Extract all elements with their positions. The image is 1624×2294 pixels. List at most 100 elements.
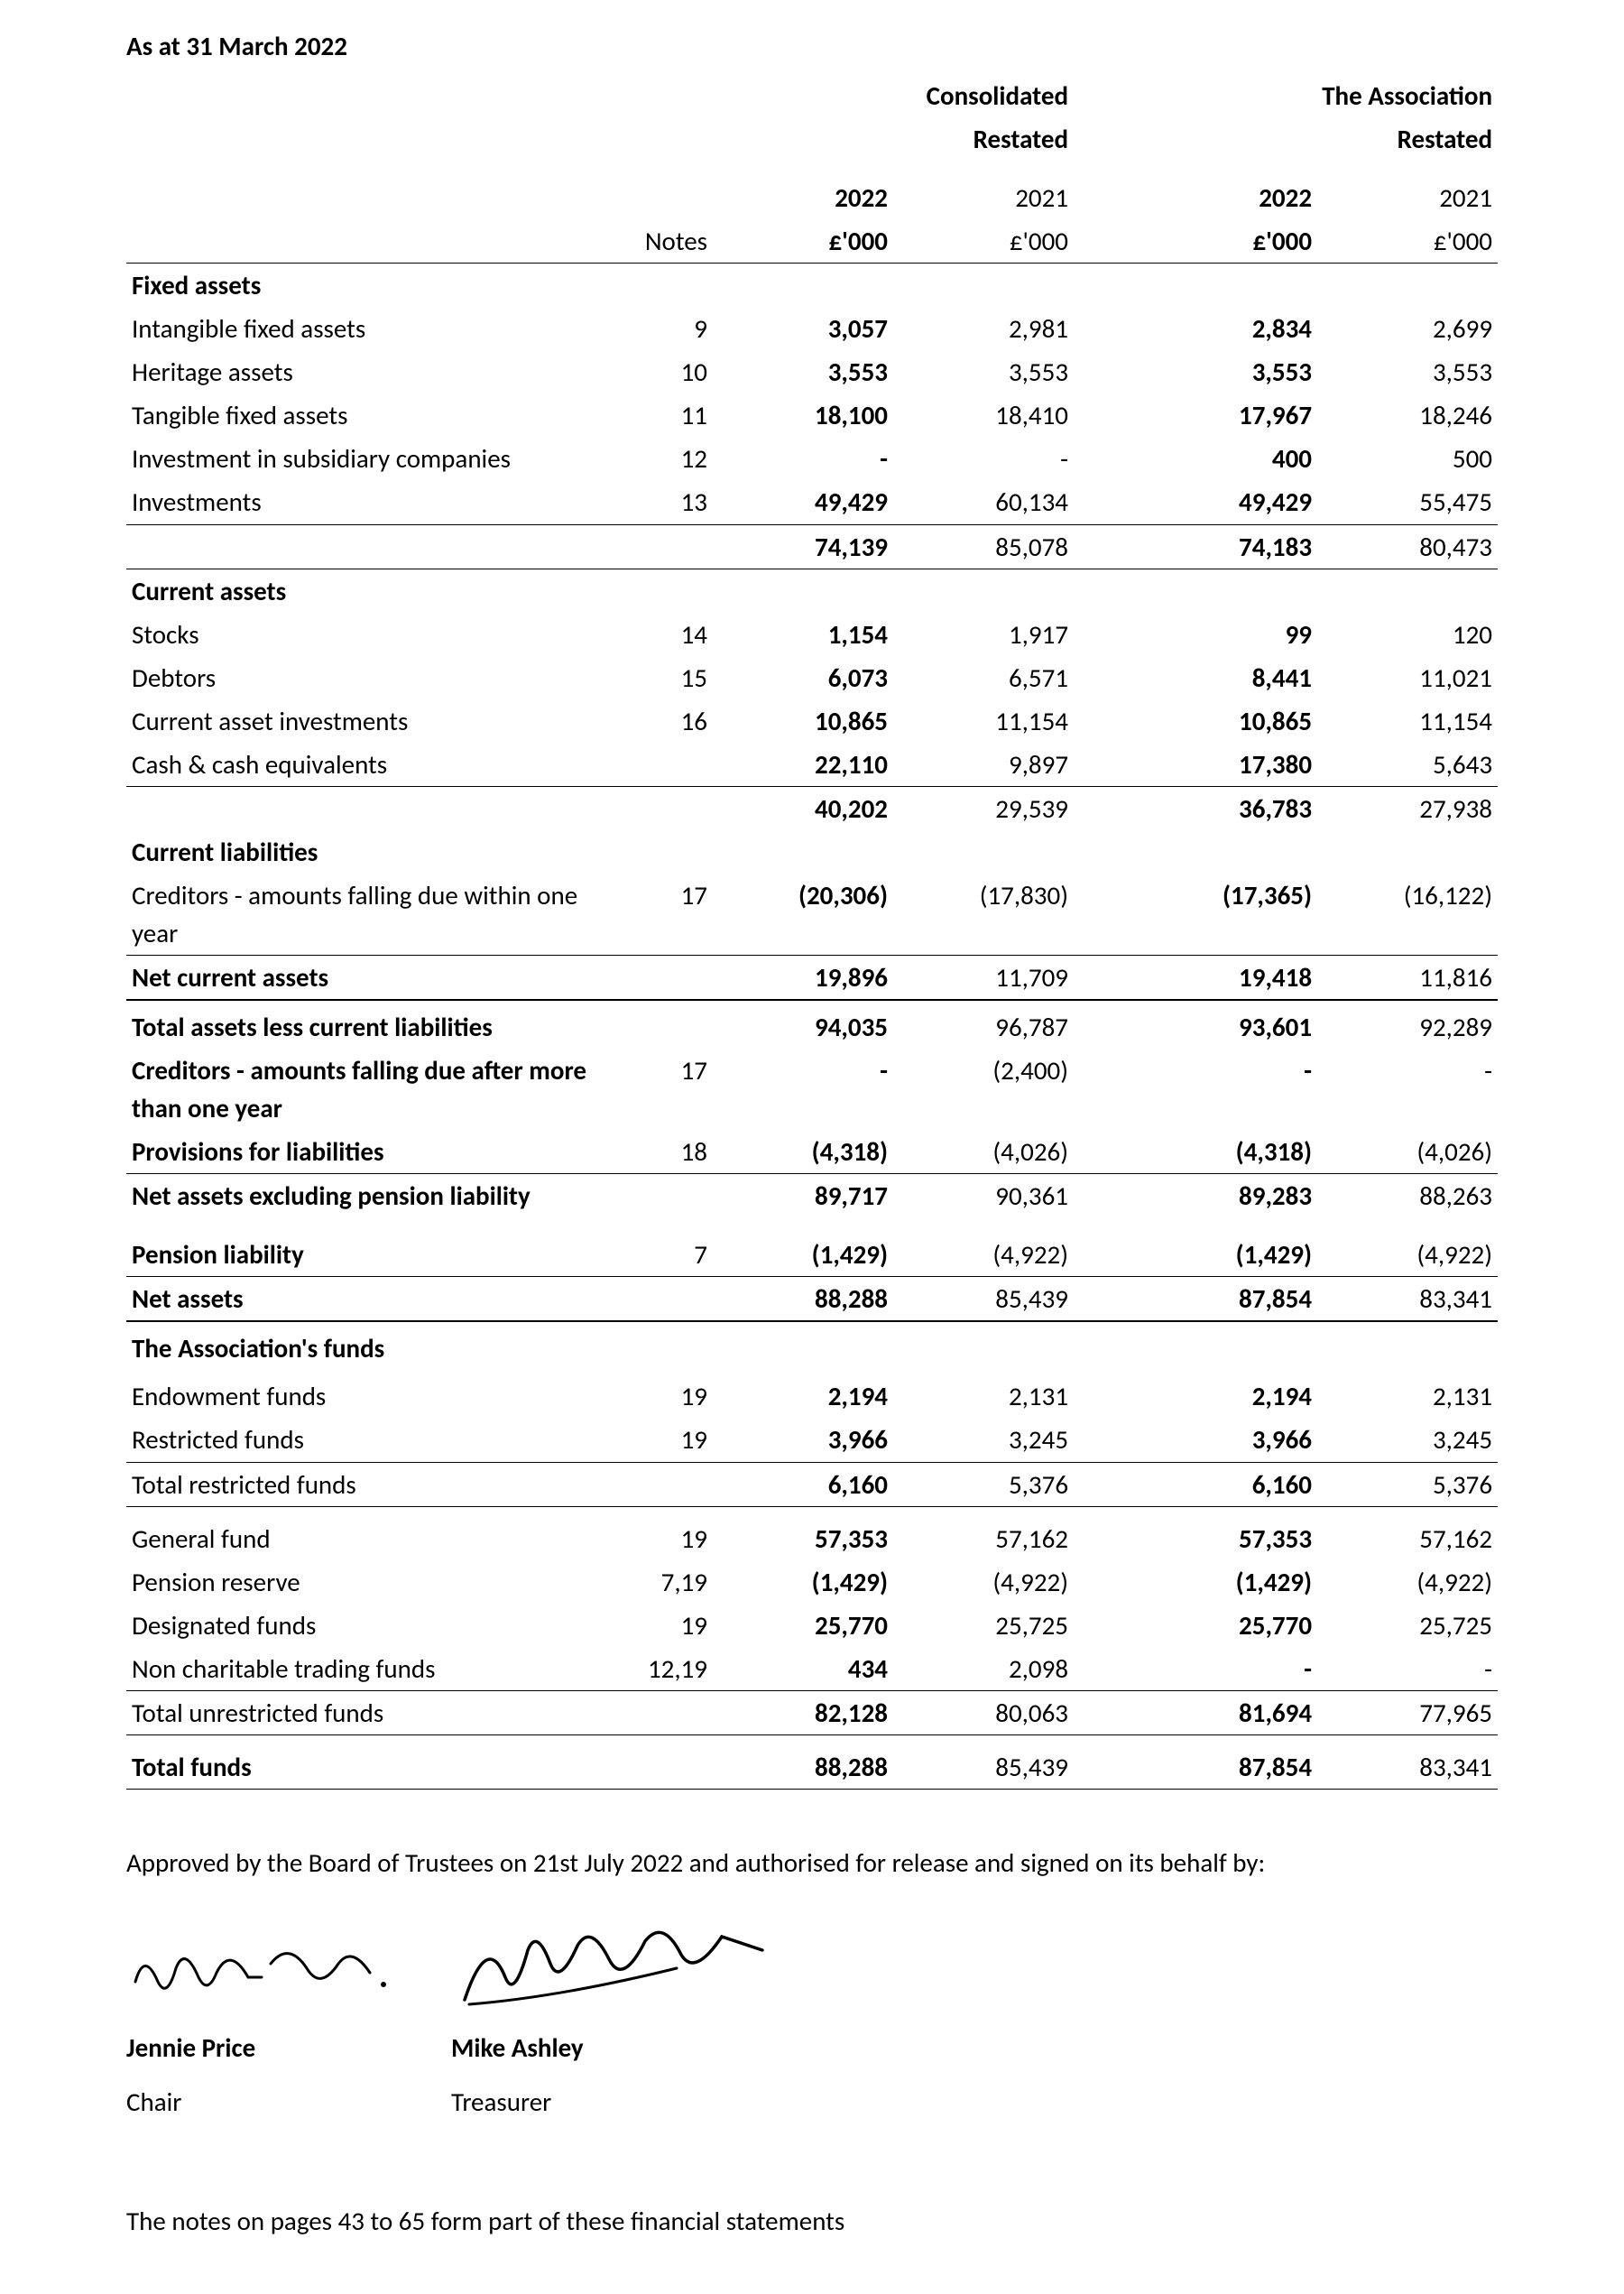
row-cai: Current asset investments 16 10,865 11,1… [126, 699, 1498, 743]
cell-label: Endowment funds [126, 1370, 595, 1418]
cell-value: 400 [1137, 437, 1317, 480]
cell-value: 3,553 [1317, 350, 1498, 393]
cell-note: 19 [595, 1604, 713, 1647]
cell-value: 8,441 [1137, 656, 1317, 699]
header-restated-1: Restated [713, 117, 1074, 161]
cell-label: Provisions for liabilities [126, 1130, 595, 1174]
cell-value: 96,787 [893, 1000, 1074, 1049]
cell-value: 25,725 [1317, 1604, 1498, 1647]
cell-value: (1,429) [713, 1560, 893, 1604]
cell-label: Investment in subsidiary companies [126, 437, 595, 480]
unit-1: £'000 [713, 219, 893, 264]
cell-value: 99 [1137, 613, 1317, 656]
unit-header-row: Notes £'000 £'000 £'000 £'000 [126, 219, 1498, 264]
cell-value: 94,035 [713, 1000, 893, 1049]
cell-value: 10,865 [713, 699, 893, 743]
cell-label: Creditors - amounts falling due within o… [126, 874, 595, 956]
cell-value: 11,709 [893, 955, 1074, 1000]
cell-value: 60,134 [893, 480, 1074, 524]
signature-block: Jennie Price Chair Mike Ashley Treasurer [126, 1914, 1498, 2121]
signer-role: Treasurer [451, 2083, 722, 2121]
row-pension-liab: Pension liability 7 (1,429) (4,922) (1,4… [126, 1233, 1498, 1277]
cell-label: Current asset investments [126, 699, 595, 743]
cell-value: (20,306) [713, 874, 893, 956]
cell-value: 2,098 [893, 1647, 1074, 1691]
cell-value: (4,922) [1317, 1560, 1498, 1604]
as-at-date: As at 31 March 2022 [126, 27, 1498, 65]
cell-value: 2,194 [713, 1370, 893, 1418]
cell-value: 57,162 [893, 1507, 1074, 1560]
cell-value: 88,288 [713, 1735, 893, 1790]
cell-value: 1,917 [893, 613, 1074, 656]
signature-icon [126, 1914, 397, 2013]
cell-value: 2,834 [1137, 307, 1317, 350]
cell-note: 17 [595, 1049, 713, 1130]
notes-header: Notes [595, 219, 713, 264]
cell-value: 49,429 [1137, 480, 1317, 524]
cell-label: Pension liability [126, 1233, 595, 1277]
cell-note [595, 743, 713, 787]
cell-value: 3,553 [713, 350, 893, 393]
cell-note: 14 [595, 613, 713, 656]
cell-label: Creditors - amounts falling due after mo… [126, 1049, 595, 1130]
cell-value: 82,128 [713, 1690, 893, 1734]
cell-value: - [713, 437, 893, 480]
row-debtors: Debtors 15 6,073 6,571 8,441 11,021 [126, 656, 1498, 699]
cell-note: 12 [595, 437, 713, 480]
section-label: Current liabilities [126, 830, 595, 874]
row-tangible: Tangible fixed assets 11 18,100 18,410 1… [126, 393, 1498, 437]
row-endowment: Endowment funds 19 2,194 2,131 2,194 2,1… [126, 1370, 1498, 1418]
signer-role: Chair [126, 2083, 397, 2121]
cell-value: 80,473 [1317, 524, 1498, 569]
cell-value: 88,263 [1317, 1174, 1498, 1218]
cell-value: 88,288 [713, 1277, 893, 1322]
section-current-assets: Current assets [126, 569, 1498, 613]
cell-label: Debtors [126, 656, 595, 699]
cell-value: 57,162 [1317, 1507, 1498, 1560]
row-total-funds: Total funds 88,288 85,439 87,854 83,341 [126, 1735, 1498, 1790]
cell-value: 19,418 [1137, 955, 1317, 1000]
cell-value: 2,194 [1137, 1370, 1317, 1418]
cell-value: 87,854 [1137, 1277, 1317, 1322]
cell-label: Designated funds [126, 1604, 595, 1647]
cell-value: 18,246 [1317, 393, 1498, 437]
cell-value: 85,078 [893, 524, 1074, 569]
cell-value: 18,410 [893, 393, 1074, 437]
cell-note: 19 [595, 1370, 713, 1418]
cell-value: (2,400) [893, 1049, 1074, 1130]
cell-value: 74,139 [713, 524, 893, 569]
row-heritage: Heritage assets 10 3,553 3,553 3,553 3,5… [126, 350, 1498, 393]
cell-value: 2,981 [893, 307, 1074, 350]
row-net-ex-pension: Net assets excluding pension liability 8… [126, 1174, 1498, 1218]
cell-value: (16,122) [1317, 874, 1498, 956]
cell-value: 3,553 [893, 350, 1074, 393]
row-pension-reserve: Pension reserve 7,19 (1,429) (4,922) (1,… [126, 1560, 1498, 1604]
cell-value: - [1137, 1049, 1317, 1130]
cell-value: - [893, 437, 1074, 480]
cell-value: 19,896 [713, 955, 893, 1000]
cell-value: (1,429) [1137, 1233, 1317, 1277]
cell-label: Heritage assets [126, 350, 595, 393]
cell-value: 83,341 [1317, 1735, 1498, 1790]
cell-value: (1,429) [1137, 1560, 1317, 1604]
header-consolidated: Consolidated [713, 74, 1074, 117]
cell-value: 3,245 [893, 1418, 1074, 1462]
cell-value: 6,160 [1137, 1462, 1317, 1506]
cell-value: 17,380 [1137, 743, 1317, 787]
row-general: General fund 19 57,353 57,162 57,353 57,… [126, 1507, 1498, 1560]
cell-value: 6,073 [713, 656, 893, 699]
cell-value: 500 [1317, 437, 1498, 480]
balance-sheet-page: As at 31 March 2022 Consolidated The Ass… [0, 0, 1624, 2294]
cell-label: General fund [126, 1507, 595, 1560]
cell-note: 10 [595, 350, 713, 393]
cell-value: 93,601 [1137, 1000, 1317, 1049]
cell-value: 1,154 [713, 613, 893, 656]
cell-value: 9,897 [893, 743, 1074, 787]
signer-name: Jennie Price [126, 2029, 397, 2067]
cell-value: - [713, 1049, 893, 1130]
cell-value: 90,361 [893, 1174, 1074, 1218]
cell-value: 5,376 [893, 1462, 1074, 1506]
cell-note: 16 [595, 699, 713, 743]
cell-value: 25,725 [893, 1604, 1074, 1647]
cell-value: 5,643 [1317, 743, 1498, 787]
